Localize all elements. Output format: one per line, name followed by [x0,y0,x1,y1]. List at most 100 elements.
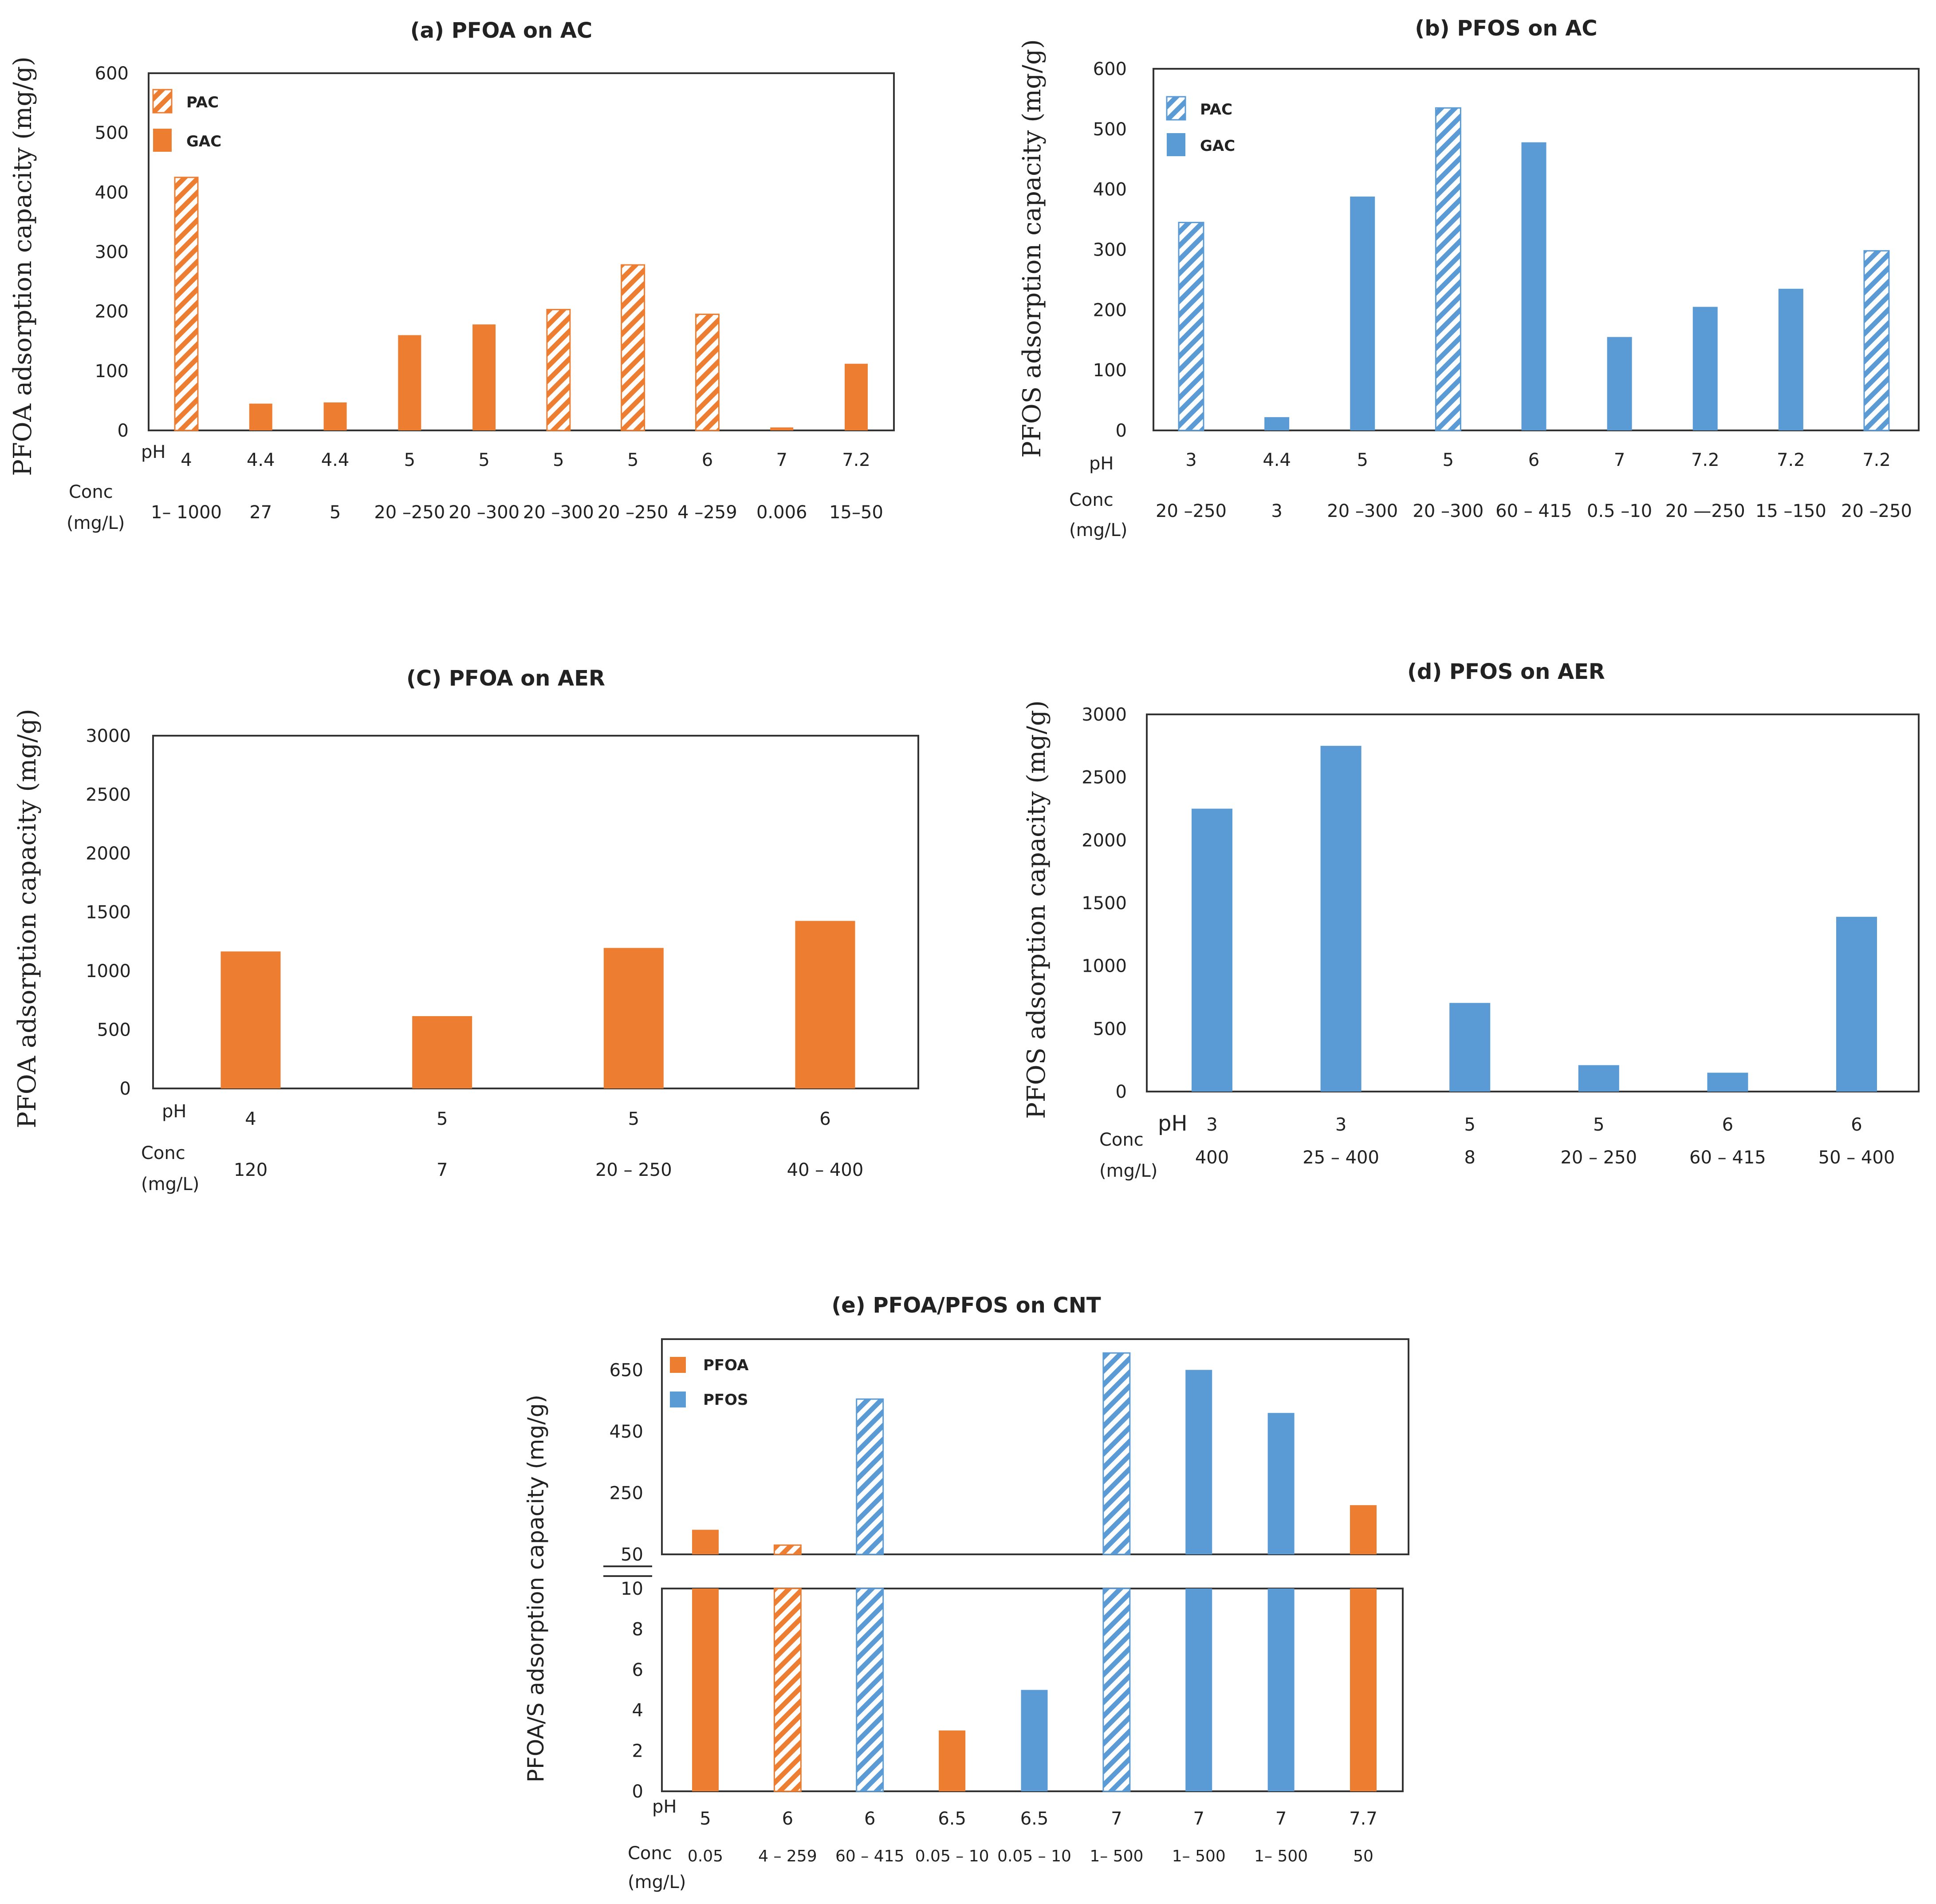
panel-c-y-axis-label: PFOA adsorption capacity (mg/g) [13,709,42,1128]
panel-d-ph-labels: 3 3 5 5 6 6 [1206,1115,1862,1135]
panel-b-ph-label: 7 [1614,450,1625,470]
panel-b-conc-labels: 20 –250 3 20 –300 20 –300 60 – 415 0.5 –10 20 … [1156,501,1912,521]
panel-b-bars [1178,107,1890,431]
panel-a-conc-label: 4 –259 [677,502,737,523]
panel-b-conc-label: 20 –250 [1156,501,1227,521]
panel-e-ph-label: 5 [700,1809,711,1829]
panel-e-axis-break [603,1565,652,1577]
panel-c-bar [603,948,664,1088]
panel-a-conc-label: 27 [249,502,272,523]
panel-d-y-ticks: 0 500 1000 1500 2000 2500 3000 [1082,705,1127,1102]
panel-c-conc-label: 7 [437,1160,448,1180]
panel-a-ph-labels: 4 4.4 4.4 5 5 5 5 6 7 7.2 [181,450,870,470]
panel-a-ph-label: 5 [627,450,638,470]
panel-e-top-y-tick-label: 50 [621,1545,643,1565]
panel-e-top-y-tick-label: 250 [610,1483,643,1503]
panel-e-conc-label: 1– 500 [1172,1847,1226,1865]
panel-e-conc-label: 0.05 – 10 [915,1847,989,1865]
panel-e-bar-upper [1102,1352,1131,1555]
panel-a-conc-label: 20 –300 [449,502,519,523]
panel-a-bar [398,335,421,430]
panel-b-ph-label: 4.4 [1263,450,1291,470]
panel-a-bar [770,427,794,430]
panel-a-y-tick-label: 500 [95,123,129,143]
panel-b-y-tick-label: 0 [1116,421,1127,441]
panel-e-bar-lower [773,1588,802,1792]
panel-d-conc-label: 60 – 415 [1689,1147,1766,1168]
panel-e-bottom-y-tick-label: 2 [632,1741,643,1762]
panel-c-y-tick-label: 2000 [86,844,131,864]
panel-e-top-y-tick-label: 450 [610,1422,643,1442]
panel-c-ph-labels: 4 5 5 6 [245,1109,830,1129]
panel-e-ph-label: 6 [864,1809,875,1829]
panel-d-title: (d) PFOS on AER [1407,659,1605,684]
panel-b-legend: PAC GAC [1166,96,1235,156]
panel-e-bar-lower [1267,1589,1295,1791]
panel-e-conc-label: 50 [1353,1847,1373,1865]
panel-b-bar [1607,337,1632,430]
panel-d-conc-label: 8 [1464,1147,1475,1168]
panel-e-bar-lower [692,1589,719,1791]
panel-b-y-tick-label: 200 [1093,300,1127,320]
panel-c-bar [412,1016,472,1088]
panel-d-bars [1192,745,1877,1092]
panel-d-bar [1707,1072,1748,1092]
panel-b-ph-label: 7.2 [1691,450,1720,470]
panel-a-bar [621,264,645,431]
panel-b-conc-label: 20 –300 [1413,501,1483,521]
panel-d-y-tick-label: 2500 [1082,768,1127,788]
panel-e-bar-lower [1102,1588,1131,1792]
panel-b-bar [1178,221,1204,431]
panel-d-conc-label: 400 [1195,1147,1229,1168]
panel-b-y-tick-label: 600 [1093,59,1127,79]
panel-c-unit-row-label: (mg/L) [141,1174,199,1194]
panel-a-bar [695,313,720,431]
panel-e-ph-label: 7 [1193,1809,1204,1829]
panel-b-ph-labels: 3 4.4 5 5 6 7 7.2 7.2 7.2 [1185,450,1891,470]
panel-c: (C) PFOA on AER PFOA adsorption capacity… [13,666,919,1194]
panel-a-legend: PAC GAC [152,89,221,152]
panel-a-ph-label: 5 [553,450,564,470]
panel-a-ph-row-label: pH [141,442,165,462]
panel-b-bar [1435,107,1461,431]
panel-b-ph-label: 3 [1185,450,1196,470]
panel-a-y-tick-label: 300 [95,242,129,263]
panel-b-bar [1350,196,1375,430]
panel-d-ph-label: 3 [1335,1115,1346,1135]
panel-e-bottom-y-tick-label: 10 [621,1579,643,1599]
panel-c-conc-label: 20 – 250 [595,1160,672,1180]
panel-e-y-axis-label: PFOA/S adsorption capacity (mg/g) [523,1395,549,1782]
panel-e-conc-label: 1– 500 [1090,1847,1143,1865]
panel-d-ph-label: 6 [1851,1115,1862,1135]
panel-c-ph-label: 5 [628,1109,639,1129]
panel-a-bar [845,363,868,430]
panel-b-ph-label: 6 [1528,450,1539,470]
panel-a-ph-label: 6 [702,450,713,470]
panel-b-y-axis-label: PFOS adsorption capacity (mg/g) [1018,39,1047,457]
panel-b-conc-label: 3 [1271,501,1282,521]
panel-b-title: (b) PFOS on AC [1415,16,1597,41]
panel-e-unit-row-label: (mg/L) [628,1872,686,1892]
panel-c-y-tick-label: 1000 [86,961,131,982]
panel-e-ph-label: 6.5 [938,1809,966,1829]
panel-e-bar-lower [856,1588,884,1792]
panel-e-legend-swatch [670,1357,686,1373]
panel-e-bar-lower [1021,1690,1048,1791]
panel-a-y-tick-label: 600 [95,63,129,84]
panel-c-conc-row-label: Conc [141,1143,185,1163]
panel-c-bar [220,951,281,1088]
panel-b-conc-label: 15 –150 [1755,501,1826,521]
panel-e-legend-label: PFOS [703,1391,748,1409]
panel-b-bar [1692,307,1718,430]
panel-e-ph-label: 7 [1111,1809,1122,1829]
panel-e-ph-label: 7 [1275,1809,1287,1829]
panel-e-bars [692,1352,1377,1792]
panel-b-bar [1521,142,1546,430]
panel-b-bar [1863,250,1890,431]
panel-e-ph-label: 6.5 [1020,1809,1049,1829]
panel-a-bar [546,309,571,431]
panel-d-conc-label: 50 – 400 [1818,1147,1895,1168]
panel-d-ph-row-label: pH [1158,1111,1188,1136]
panel-b-ph-label: 5 [1443,450,1454,470]
